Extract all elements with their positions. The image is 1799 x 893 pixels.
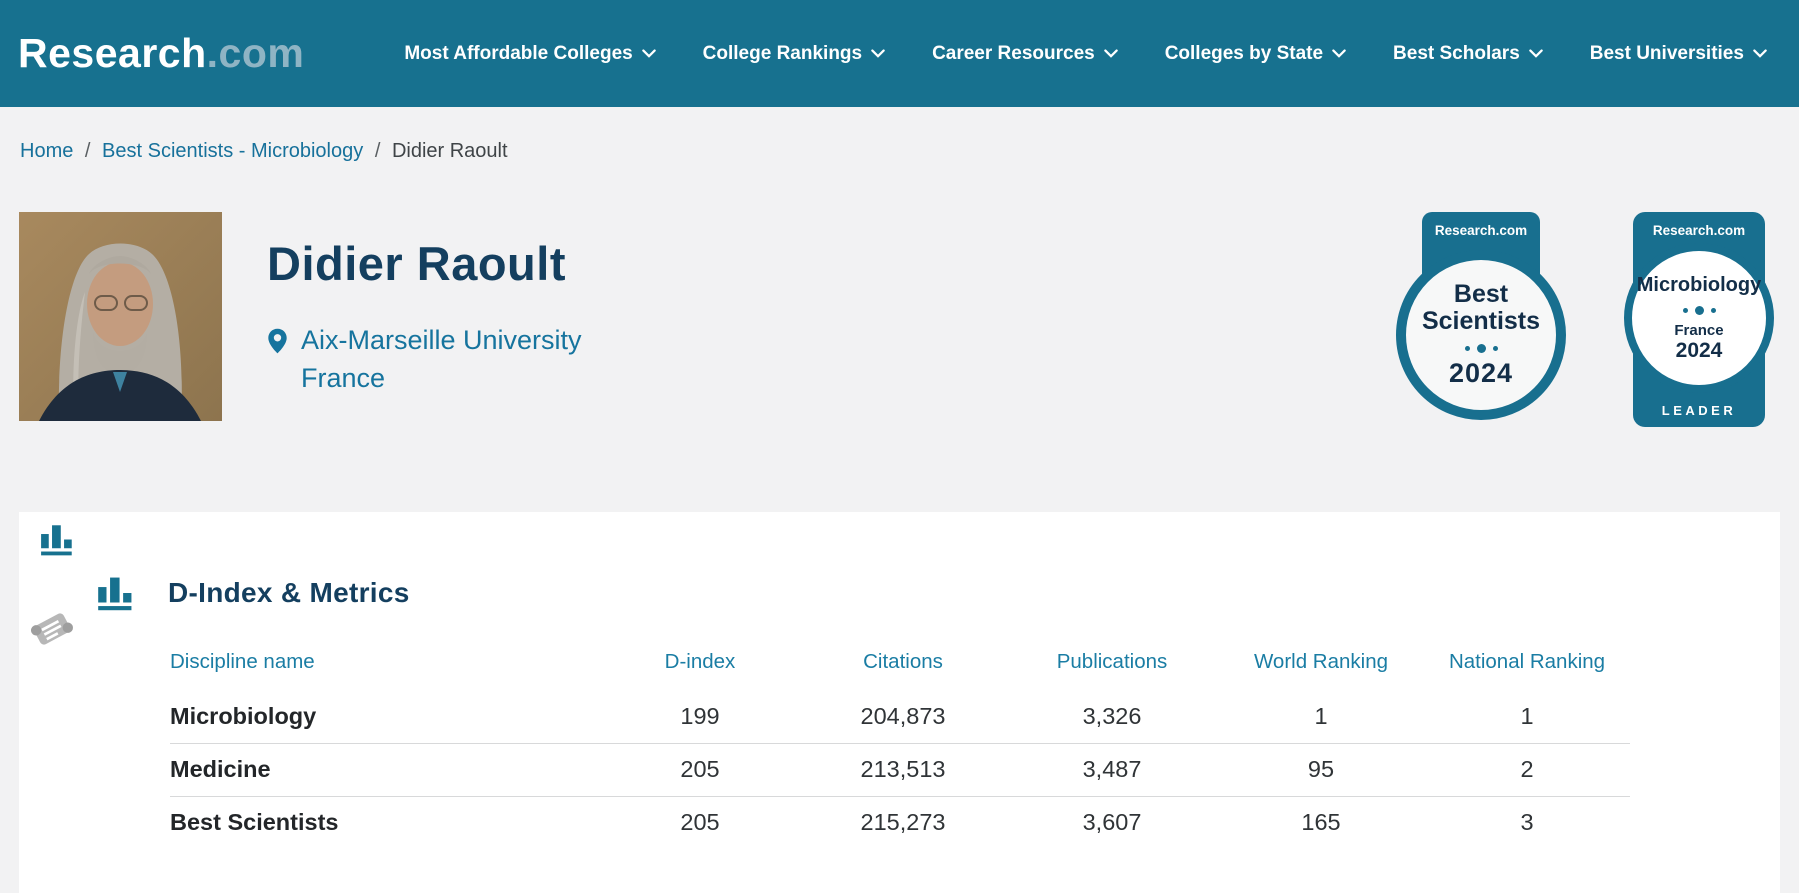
profile-section: Didier Raoult Aix-Marseille University F… xyxy=(0,163,1799,428)
table-row-medicine: Medicine 205 213,513 3,487 95 2 xyxy=(170,743,1630,797)
research-com-logo[interactable]: Research.com xyxy=(18,30,304,77)
metrics-section-title: D-Index & Metrics xyxy=(168,577,410,608)
badge-medallion: Best Scientists 2024 xyxy=(1396,250,1566,420)
country-label: France xyxy=(301,363,386,393)
col-header-d-index: D-index xyxy=(664,650,736,673)
publications-scroll-icon xyxy=(30,613,74,645)
cell-publications: 3,326 xyxy=(1006,690,1218,744)
nav-label: Colleges by State xyxy=(1164,42,1324,64)
page-title-scientist-name: Didier Raoult xyxy=(267,237,566,290)
cell-citations: 213,513 xyxy=(800,743,1006,797)
breadcrumb-separator: / xyxy=(84,140,91,162)
metrics-table: Discipline name D-index Citations Public… xyxy=(170,640,1630,849)
chevron-down-icon xyxy=(1103,49,1118,58)
nav-career-resources[interactable]: Career Resources xyxy=(932,43,1118,65)
cell-discipline: Best Scientists xyxy=(170,809,339,836)
main-nav: Most Affordable Colleges College Ranking… xyxy=(404,43,1767,65)
d-index-metrics-card: D-Index & Metrics Discipline name D-inde… xyxy=(19,512,1780,893)
badge-country: France xyxy=(1674,321,1724,339)
cell-national-ranking: 2 xyxy=(1424,743,1630,797)
cell-d-index: 205 xyxy=(680,809,720,836)
table-row-best-scientists: Best Scientists 205 215,273 3,607 165 3 xyxy=(170,796,1630,849)
nav-best-scholars[interactable]: Best Scholars xyxy=(1393,43,1543,65)
badge-leader-ribbon: LEADER xyxy=(1661,403,1737,418)
nav-colleges-by-state[interactable]: Colleges by State xyxy=(1165,43,1346,65)
col-header-world-ranking: World Ranking xyxy=(1253,650,1389,673)
nav-most-affordable-colleges[interactable]: Most Affordable Colleges xyxy=(404,42,656,65)
cell-citations: 215,273 xyxy=(860,809,946,836)
cell-citations: 204,873 xyxy=(800,690,1006,744)
nav-label: Best Scholars xyxy=(1393,42,1520,64)
cell-publications: 3,607 xyxy=(1082,809,1142,836)
nav-label: Most Affordable Colleges xyxy=(404,42,633,64)
badge-brand-label: Research.com xyxy=(1434,223,1528,238)
logo-text-com: .com xyxy=(206,30,305,76)
logo-text-research: Research xyxy=(18,30,207,76)
col-header-citations: Citations xyxy=(863,650,943,673)
col-header-discipline-name: Discipline name xyxy=(170,650,315,673)
bar-chart-icon xyxy=(41,525,72,556)
site-header: Research.com Most Affordable Colleges Co… xyxy=(0,0,1799,107)
table-row-microbiology: Microbiology 199 204,873 3,326 1 1 xyxy=(170,690,1630,744)
chevron-down-icon xyxy=(1332,49,1346,58)
affiliation-link[interactable]: Aix-Marseille University xyxy=(301,325,582,355)
metrics-section-header: D-Index & Metrics xyxy=(19,512,1780,612)
badge-best-scientists-2024: Research.com Best Scientists 2024 xyxy=(1395,212,1567,428)
cell-world-ranking: 95 xyxy=(1218,743,1424,797)
col-header-publications: Publications xyxy=(1056,650,1168,673)
cell-discipline: Medicine xyxy=(170,743,600,797)
chevron-down-icon xyxy=(1753,49,1767,58)
nav-label: Best Universities xyxy=(1589,42,1744,64)
award-badges: Research.com Best Scientists 2024 Resear… xyxy=(1395,212,1775,428)
chevron-down-icon xyxy=(641,49,656,58)
cell-publications: 3,487 xyxy=(1006,743,1218,797)
cell-d-index: 205 xyxy=(600,743,800,797)
badge-line1: Best xyxy=(1453,280,1509,308)
location-pin-icon xyxy=(268,328,287,353)
cell-world-ranking: 165 xyxy=(1301,809,1341,836)
breadcrumb-current-page: Didier Raoult xyxy=(391,140,508,162)
cell-world-ranking: 1 xyxy=(1218,690,1424,744)
breadcrumb-separator: / xyxy=(374,140,381,162)
badge-line2: Scientists xyxy=(1421,307,1541,335)
profile-photo xyxy=(19,212,222,421)
metrics-table-header-row: Discipline name D-index Citations Public… xyxy=(170,640,1630,690)
affiliation-row: Aix-Marseille University xyxy=(267,325,582,356)
breadcrumb-home-link[interactable]: Home xyxy=(20,140,74,162)
breadcrumb-best-scientists-microbiology-link[interactable]: Best Scientists - Microbiology xyxy=(102,140,364,162)
breadcrumb: Home / Best Scientists - Microbiology / … xyxy=(0,107,1799,163)
badge-medallion: Microbiology France 2024 xyxy=(1624,243,1774,393)
badge-discipline: Microbiology xyxy=(1636,273,1762,296)
cell-discipline: Microbiology xyxy=(170,690,600,744)
badge-year: 2024 xyxy=(1675,338,1723,362)
nav-label: College Rankings xyxy=(702,42,863,64)
profile-info: Didier Raoult Aix-Marseille University F… xyxy=(267,212,582,394)
bar-chart-icon xyxy=(98,577,132,611)
cell-national-ranking: 3 xyxy=(1520,809,1534,836)
nav-college-rankings[interactable]: College Rankings xyxy=(703,43,885,65)
badge-dots-ornament xyxy=(1464,344,1498,353)
nav-best-universities[interactable]: Best Universities xyxy=(1590,43,1767,65)
badge-dots-ornament xyxy=(1682,305,1716,315)
badge-brand-label: Research.com xyxy=(1652,223,1746,238)
col-header-national-ranking: National Ranking xyxy=(1448,650,1606,673)
badge-year: 2024 xyxy=(1448,358,1514,388)
chevron-down-icon xyxy=(1529,49,1543,58)
badge-microbiology-leader-2024: Research.com Microbiology France 2024 LE… xyxy=(1623,212,1775,428)
chevron-down-icon xyxy=(871,49,885,58)
cell-national-ranking: 1 xyxy=(1424,690,1630,744)
nav-label: Career Resources xyxy=(932,42,1095,64)
cell-d-index: 199 xyxy=(600,690,800,744)
